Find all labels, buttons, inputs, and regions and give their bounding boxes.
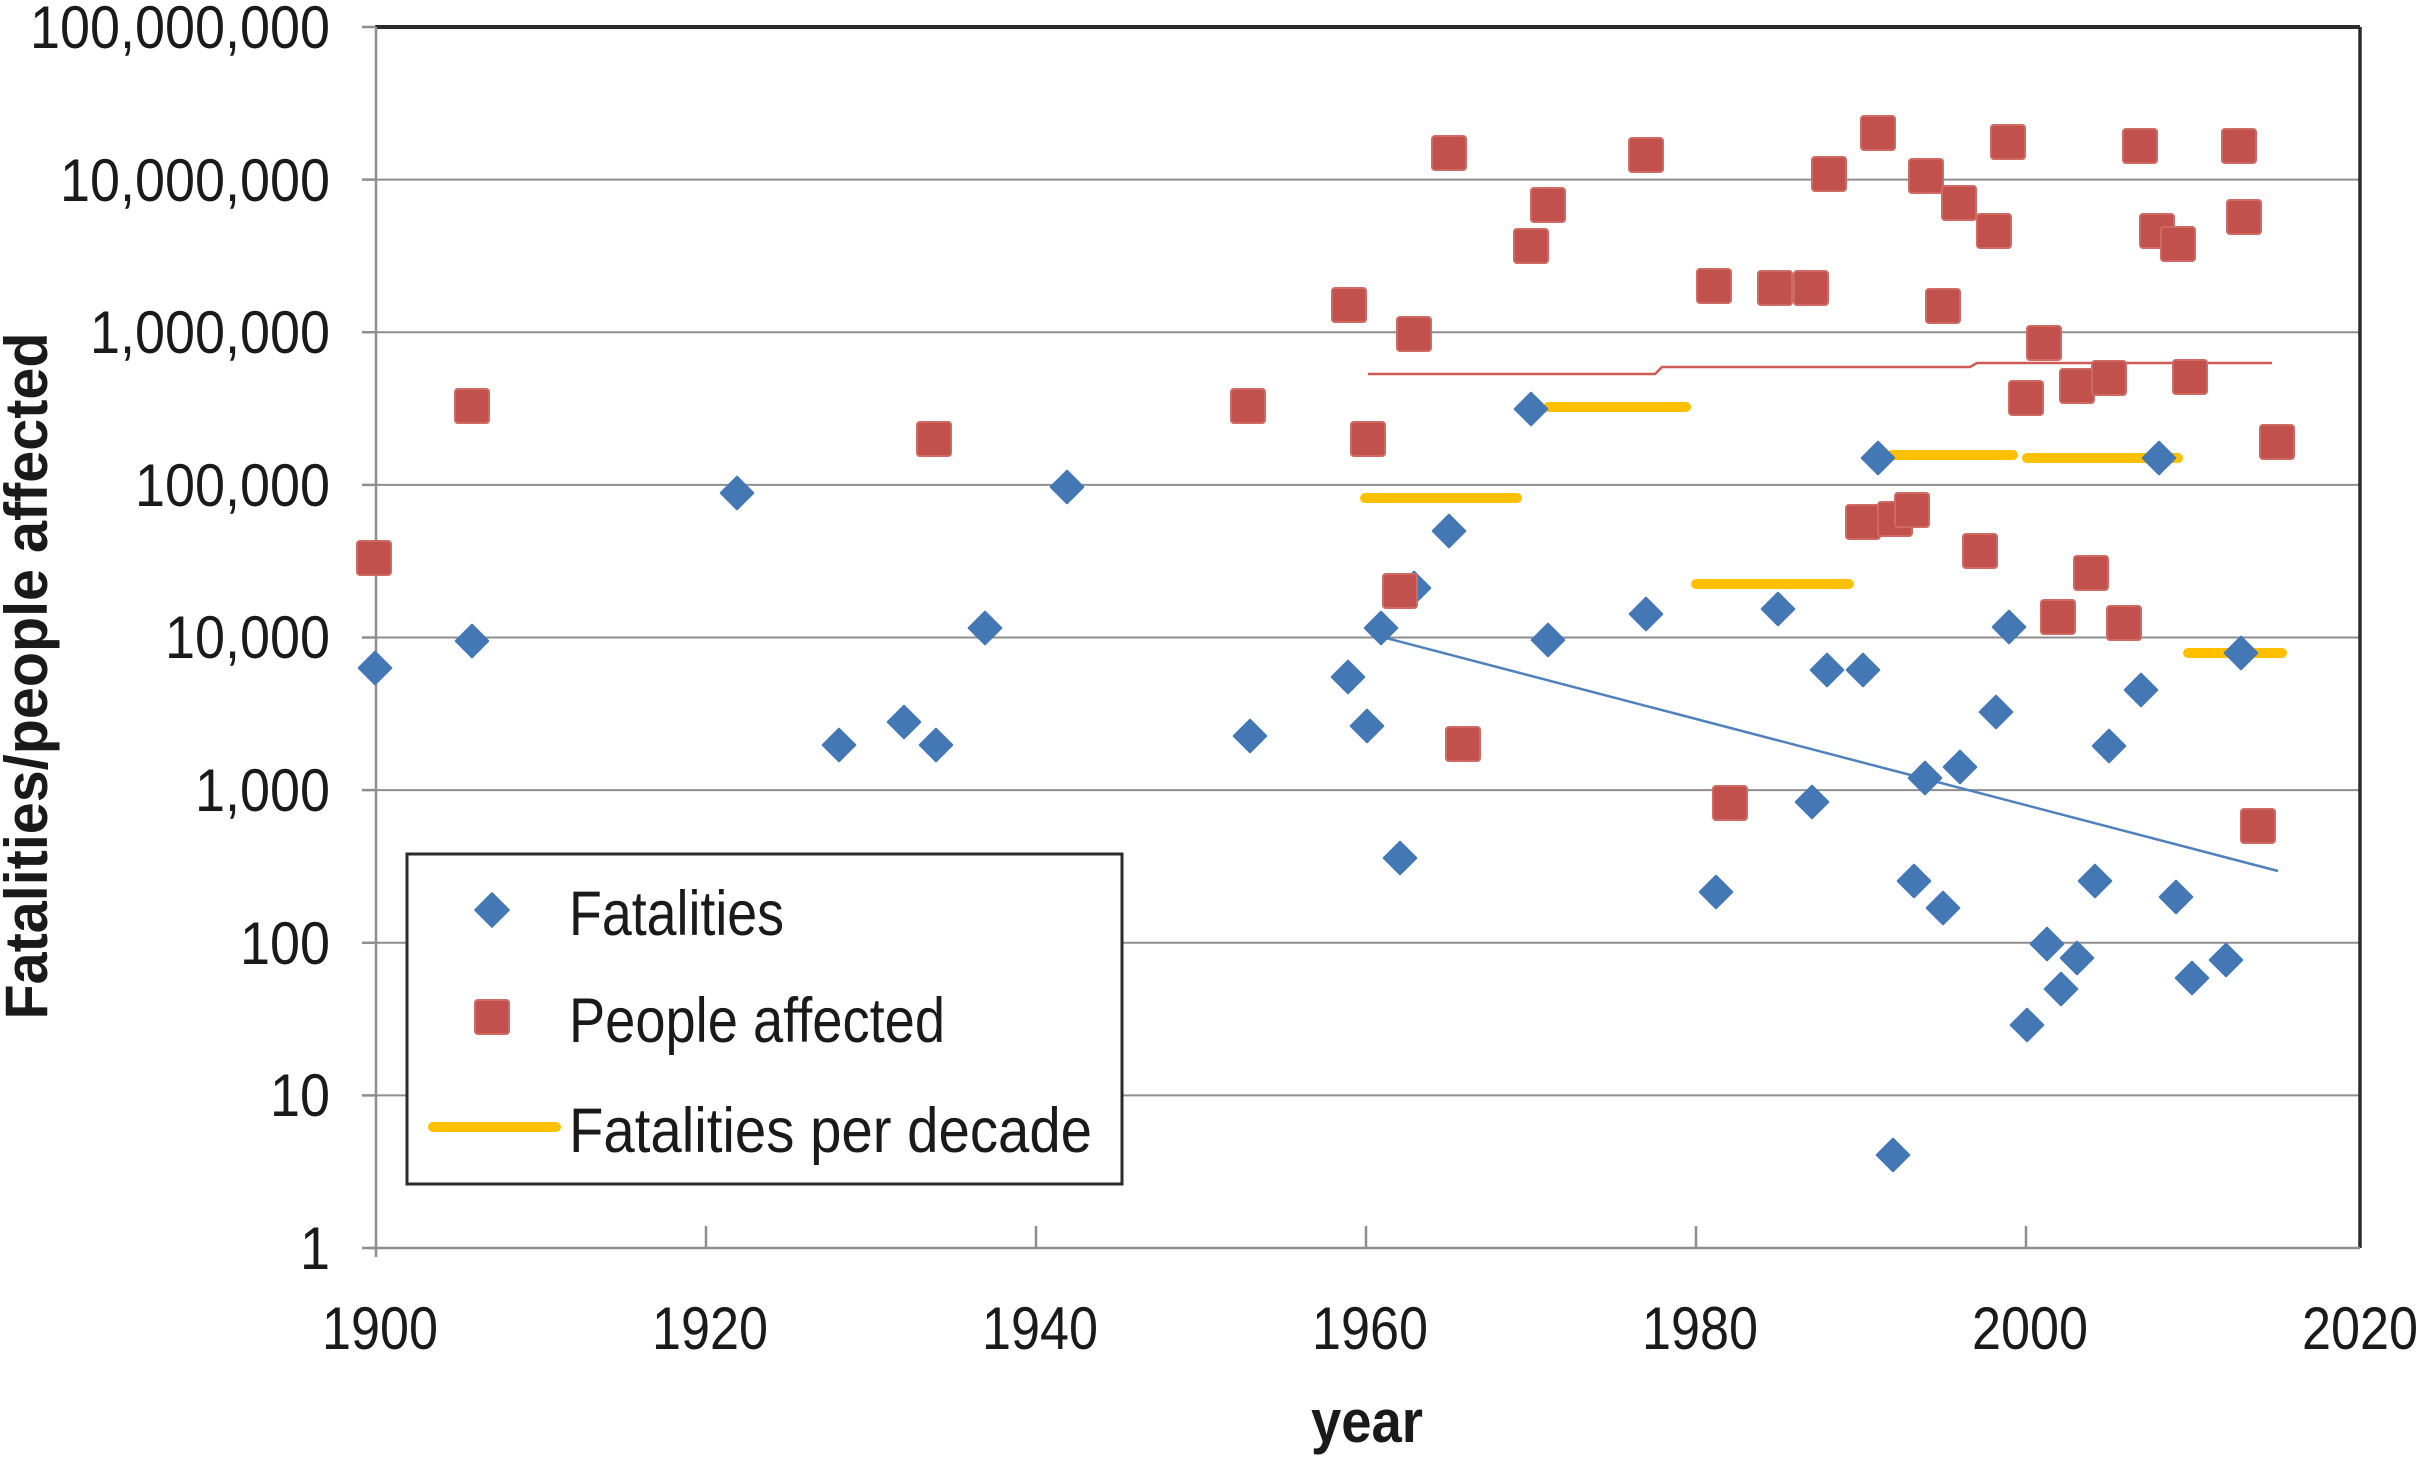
svg-text:1: 1: [300, 1215, 330, 1282]
svg-text:1,000: 1,000: [195, 757, 330, 824]
svg-text:Fatalities/people affected: Fatalities/people affected: [0, 333, 60, 1020]
svg-text:100,000,000: 100,000,000: [30, 0, 330, 61]
svg-text:2020: 2020: [2302, 1295, 2418, 1362]
svg-text:1900: 1900: [322, 1295, 438, 1362]
svg-text:1960: 1960: [1312, 1295, 1428, 1362]
svg-text:1,000,000: 1,000,000: [90, 299, 330, 366]
svg-text:Fatalities: Fatalities: [569, 879, 784, 949]
svg-text:2000: 2000: [1972, 1295, 2088, 1362]
svg-text:Fatalities per decade: Fatalities per decade: [569, 1096, 1092, 1166]
svg-text:1920: 1920: [652, 1295, 768, 1362]
svg-text:People affected: People affected: [569, 986, 945, 1056]
svg-text:1980: 1980: [1642, 1295, 1758, 1362]
svg-text:1940: 1940: [982, 1295, 1098, 1362]
svg-text:100: 100: [240, 910, 330, 977]
svg-text:100,000: 100,000: [135, 452, 330, 519]
svg-text:10: 10: [270, 1062, 330, 1129]
svg-text:year: year: [1311, 1388, 1423, 1455]
svg-text:10,000: 10,000: [165, 604, 330, 671]
svg-text:10,000,000: 10,000,000: [60, 147, 330, 214]
